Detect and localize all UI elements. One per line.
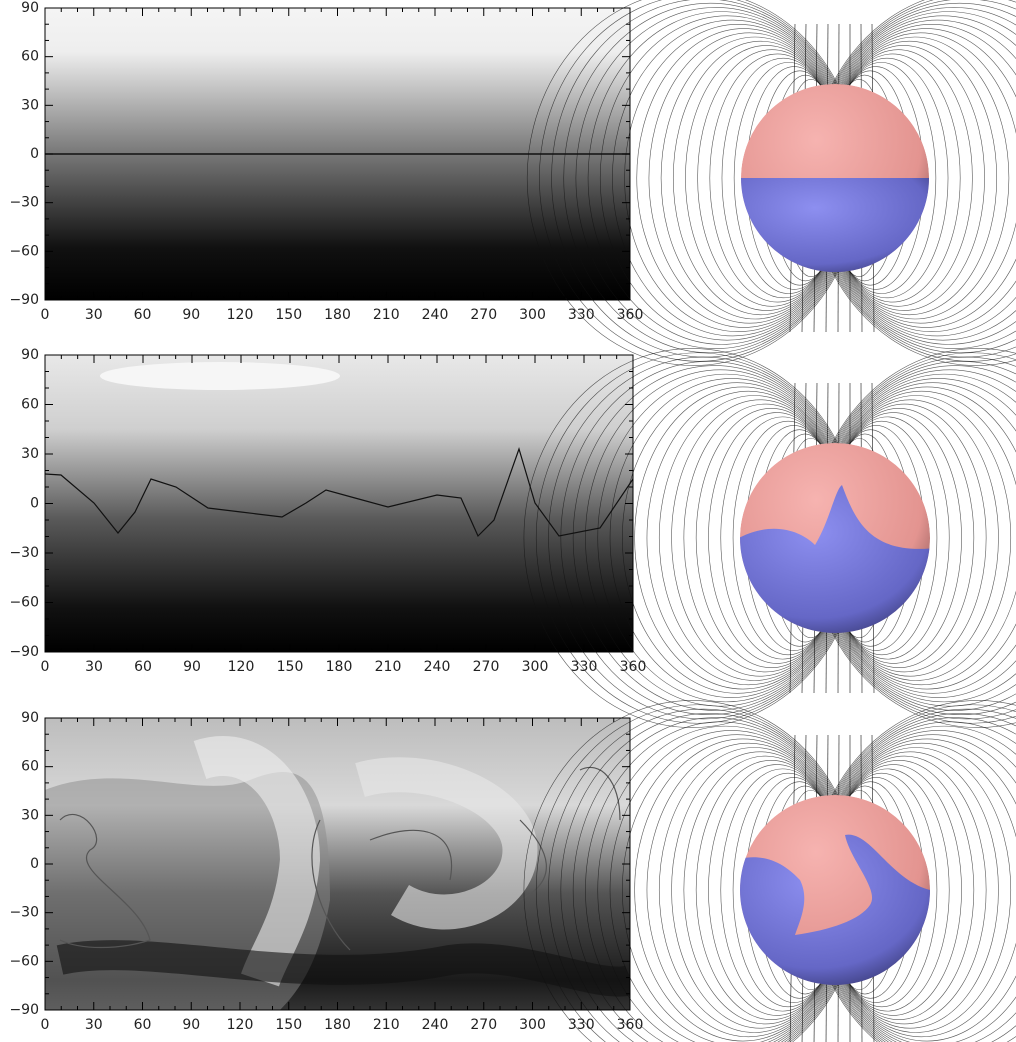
y-tick-label: 90 [21,347,39,363]
y-tick-label: 30 [21,446,39,462]
y-tick-label: 30 [21,97,39,113]
y-tick-label: −90 [9,644,39,660]
x-tick-label: 270 [473,659,500,675]
x-tick-label: 60 [134,307,152,323]
x-tick-label: 150 [275,307,302,323]
x-tick-label: 90 [182,1017,200,1033]
x-tick-label: 300 [519,307,546,323]
x-tick-label: 360 [617,307,644,323]
x-tick-label: 240 [422,1017,449,1033]
x-tick-label: 330 [571,659,598,675]
x-tick-label: 30 [85,659,103,675]
x-tick-label: 270 [470,307,497,323]
y-tick-label: −30 [9,195,39,211]
x-tick-label: 120 [227,307,254,323]
x-tick-label: 360 [620,659,647,675]
shading [100,362,340,390]
x-tick-label: 300 [519,1017,546,1033]
x-tick-label: 120 [228,659,255,675]
x-tick-label: 30 [85,1017,103,1033]
x-tick-label: 360 [617,1017,644,1033]
y-tick-label: −30 [9,545,39,561]
x-tick-label: 300 [522,659,549,675]
sphere [740,443,930,633]
y-tick-label: 30 [21,807,39,823]
y-tick-label: 60 [21,49,39,65]
x-tick-label: 150 [275,1017,302,1033]
x-tick-label: 270 [470,1017,497,1033]
y-tick-label: −90 [9,1002,39,1018]
x-tick-label: 60 [134,659,152,675]
y-tick-label: −60 [9,595,39,611]
x-tick-label: 330 [568,1017,595,1033]
x-tick-label: 210 [373,1017,400,1033]
y-tick-label: 60 [21,759,39,775]
y-tick-label: −60 [9,243,39,259]
x-tick-label: 60 [134,1017,152,1033]
y-tick-label: 0 [30,496,39,512]
x-tick-label: 330 [568,307,595,323]
shading [45,355,633,652]
x-tick-label: 210 [375,659,402,675]
sphere [740,795,930,985]
y-tick-label: −30 [9,905,39,921]
x-tick-label: 120 [227,1017,254,1033]
x-tick-label: 150 [277,659,304,675]
y-tick-label: 90 [21,0,39,16]
x-tick-label: 30 [85,307,103,323]
x-tick-label: 240 [424,659,451,675]
x-tick-label: 210 [373,307,400,323]
y-tick-label: 60 [21,397,39,413]
y-tick-label: 0 [30,856,39,872]
y-tick-label: 0 [30,146,39,162]
x-tick-label: 90 [182,307,200,323]
x-tick-label: 180 [326,659,353,675]
x-tick-label: 240 [422,307,449,323]
x-tick-label: 0 [41,307,50,323]
x-tick-label: 90 [183,659,201,675]
y-tick-label: 90 [21,710,39,726]
x-tick-label: 0 [41,1017,50,1033]
y-tick-label: −60 [9,953,39,969]
sphere [741,84,929,272]
y-tick-label: −90 [9,292,39,308]
zero-contour [44,447,634,538]
x-tick-label: 180 [324,1017,351,1033]
x-tick-label: 0 [41,659,50,675]
x-tick-label: 180 [324,307,351,323]
shading [45,736,630,1010]
